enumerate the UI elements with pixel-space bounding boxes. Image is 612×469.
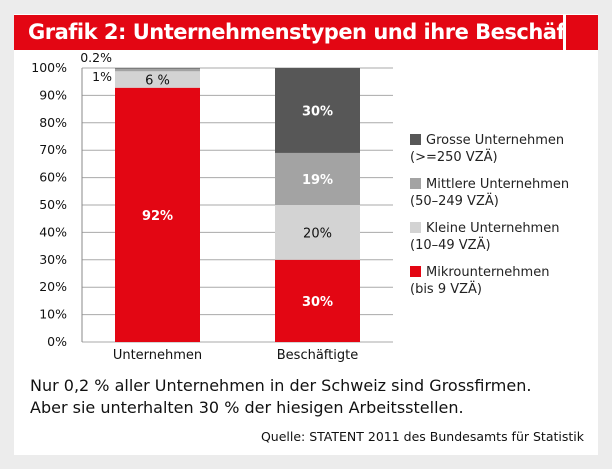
bar-segment — [115, 87, 200, 342]
bar-segment — [115, 71, 200, 88]
y-tick-label: 80% — [39, 115, 67, 130]
data-label: 30% — [302, 104, 333, 119]
legend-label: Grosse Unternehmen — [426, 133, 565, 148]
legend-sublabel: (>=250 VZÄ) — [410, 150, 498, 165]
y-tick-label: 50% — [39, 197, 67, 212]
y-tick-label: 0% — [47, 334, 67, 349]
data-label: 6 % — [145, 74, 170, 89]
bar-segment — [275, 68, 360, 153]
bar-segment — [275, 205, 360, 260]
legend-item-mittlere: Mittlere Unternehmen (50–249 VZÄ) — [410, 176, 569, 210]
data-label: 30% — [302, 295, 333, 310]
legend-item-kleine: Kleine Unternehmen (10–49 VZÄ) — [410, 220, 569, 254]
data-label: 20% — [303, 226, 332, 241]
data-label: 92% — [142, 209, 173, 224]
bar-segment — [115, 68, 200, 69]
legend-label: Mittlere Unternehmen — [426, 177, 570, 192]
legend-swatch — [410, 222, 421, 233]
x-tick-label: Unternehmen — [113, 348, 202, 363]
y-tick-label: 90% — [39, 87, 67, 102]
legend-item-grosse: Grosse Unternehmen (>=250 VZÄ) — [410, 132, 569, 166]
title-accent — [566, 15, 598, 50]
bar-segment — [115, 68, 200, 72]
data-label: 0.2% — [80, 50, 112, 65]
data-label: 1% — [92, 69, 112, 84]
y-tick-label: 30% — [39, 252, 67, 267]
chart-title: Grafik 2: Unternehmenstypen und ihre Bes… — [14, 15, 563, 50]
legend-sublabel: (50–249 VZÄ) — [410, 194, 499, 209]
data-label: 19% — [302, 173, 333, 188]
legend: Grosse Unternehmen (>=250 VZÄ) Mittlere U… — [410, 132, 569, 308]
legend-item-mikro: Mikrounternehmen (bis 9 VZÄ) — [410, 264, 569, 298]
caption-line: Nur 0,2 % aller Unternehmen in der Schwe… — [30, 376, 532, 395]
bar-segment — [275, 152, 360, 205]
y-tick-label: 40% — [39, 224, 67, 239]
legend-label: Kleine Unternehmen — [426, 221, 560, 236]
caption: Nur 0,2 % aller Unternehmen in der Schwe… — [30, 375, 531, 419]
caption-line: Aber sie unterhalten 30 % der hiesigen A… — [30, 398, 464, 417]
y-tick-label: 10% — [39, 307, 67, 322]
legend-swatch — [410, 178, 421, 189]
x-tick-label: Beschäftigte — [277, 348, 358, 363]
y-tick-label: 100% — [31, 60, 67, 75]
legend-swatch — [410, 134, 421, 145]
y-tick-label: 70% — [39, 142, 67, 157]
legend-label: Mikrounternehmen — [426, 265, 550, 280]
legend-swatch — [410, 266, 421, 277]
legend-sublabel: (bis 9 VZÄ) — [410, 282, 483, 297]
y-tick-label: 20% — [39, 279, 67, 294]
bar-segment — [275, 259, 360, 342]
source: Quelle: STATENT 2011 des Bundesamts für … — [260, 429, 584, 444]
legend-sublabel: (10–49 VZÄ) — [410, 238, 491, 253]
y-tick-label: 60% — [39, 170, 67, 185]
